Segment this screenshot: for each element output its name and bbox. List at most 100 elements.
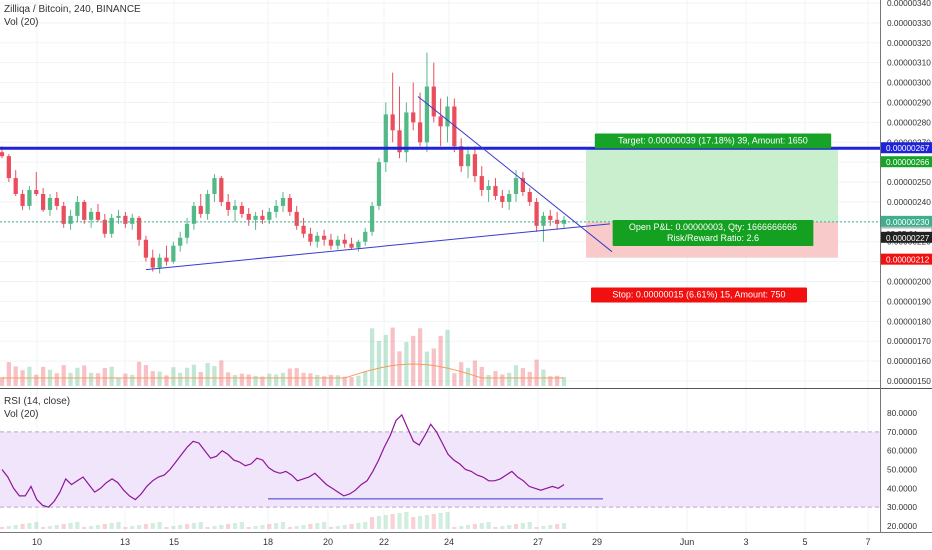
candle-body — [61, 205, 66, 224]
time-tick-label: 5 — [802, 537, 807, 547]
candle-body — [13, 178, 18, 194]
volume-bar — [27, 366, 32, 386]
price-tag-last — [881, 215, 932, 227]
price-tick-label: 0.00000200 — [887, 277, 931, 287]
volume-bar — [513, 365, 519, 386]
rsi-volume-bar — [123, 527, 128, 529]
candle-body — [239, 205, 245, 214]
candle-body — [321, 235, 327, 240]
price-tag-entry-text: 0.00000227 — [886, 234, 930, 243]
rsi-tick-label: 70.0000 — [887, 427, 917, 437]
candle-body — [143, 239, 149, 258]
candle-body — [534, 201, 539, 226]
volume-bar — [102, 368, 107, 386]
volume-bar — [239, 373, 245, 386]
time-tick-label: 10 — [32, 537, 42, 547]
rsi-volume-bar — [321, 522, 327, 529]
rsi-volume-bar — [280, 522, 286, 529]
price-tag-last-text: 0.00000230 — [886, 218, 930, 227]
time-tick-label: 13 — [120, 537, 130, 547]
candle-body — [445, 106, 450, 127]
candle-body — [205, 193, 210, 214]
rsi-volume-bar — [438, 513, 443, 529]
volume-bar — [219, 360, 224, 386]
rsi-volume-bar — [527, 522, 532, 529]
rsi-volume-bar — [61, 524, 66, 529]
volume-bar — [198, 372, 203, 386]
rsi-volume-bar — [13, 525, 18, 529]
volume-bar — [0, 377, 5, 386]
volume-bar — [40, 366, 46, 386]
candle-body — [116, 215, 121, 218]
stop-label: Stop: 0.00000015 (6.61%) 15, Amount: 750 — [591, 287, 807, 303]
price-tick-label: 0.00000250 — [887, 177, 931, 187]
rsi-volume-bar — [219, 525, 224, 529]
volume-bar — [349, 377, 354, 386]
rsi-volume-bar — [157, 522, 162, 529]
price-tick-label: 0.00000190 — [887, 296, 931, 306]
candle-body — [109, 217, 114, 234]
price-tick-label: 0.00000150 — [887, 376, 931, 386]
rsi-volume-bar — [363, 522, 368, 529]
volume-bar — [178, 372, 183, 386]
rsi-line — [1, 413, 565, 508]
rsi-volume-bar — [198, 522, 203, 529]
volume-bar — [109, 366, 114, 386]
rsi-volume-bar — [75, 522, 80, 529]
rsi-volume-bar — [513, 524, 519, 529]
candle-body — [34, 190, 39, 194]
rsi-volume-bar — [40, 527, 46, 529]
rsi-volume-bar — [191, 523, 197, 529]
volume-bar — [294, 368, 299, 386]
candle-body — [212, 178, 217, 194]
price-tag-stop — [881, 253, 932, 265]
volume-bar — [143, 365, 149, 386]
rsi-volume-bar — [130, 526, 135, 529]
volume-bar — [280, 372, 286, 386]
price-tick-label: 0.00000310 — [887, 58, 931, 68]
candle-body — [280, 197, 286, 206]
rsi-volume-bar — [465, 525, 471, 529]
volume-bar — [308, 373, 313, 386]
candle-body — [136, 217, 142, 240]
volume-bar — [212, 366, 217, 386]
volume-bar — [136, 361, 142, 386]
rsi-legend: RSI (14, close) Vol (20) — [4, 395, 70, 421]
time-tick-label: 29 — [592, 537, 602, 547]
price-tick-label: 0.00000330 — [887, 18, 931, 28]
candle-body — [130, 217, 135, 224]
rsi-title: RSI (14, close) — [4, 396, 71, 407]
candle-body — [274, 205, 279, 212]
candle-body — [232, 205, 238, 210]
volume-bar — [54, 373, 59, 386]
candle-body — [150, 257, 155, 268]
volume-bar — [486, 375, 491, 386]
rsi-volume-bar — [95, 525, 101, 529]
candle-body — [68, 215, 73, 224]
price-tick-label: 0.00000180 — [887, 316, 931, 326]
candle-body — [486, 186, 491, 191]
descending-trendline — [417, 96, 613, 253]
rsi-volume-bar — [82, 527, 87, 529]
candle-body — [267, 211, 272, 220]
volume-ma-line — [2, 363, 564, 379]
price-tag-entry — [881, 231, 932, 243]
volume-bar — [328, 374, 334, 386]
candle-body — [452, 106, 457, 147]
volume-bar — [116, 377, 121, 386]
candle-body — [20, 193, 25, 206]
candle-body — [0, 152, 5, 157]
volume-bar — [397, 351, 402, 386]
time-tick-label: 20 — [323, 537, 333, 547]
rsi-volume-bar — [548, 525, 553, 529]
volume-bar — [34, 374, 39, 386]
volume-bar — [6, 362, 11, 386]
price-tag-resistance — [881, 142, 932, 154]
volume-bar — [150, 371, 155, 386]
price-tick-label: 0.00000170 — [887, 336, 931, 346]
candle-body — [191, 205, 197, 224]
candle-body — [541, 215, 546, 226]
candle-body — [123, 215, 128, 224]
candle-body — [260, 215, 265, 220]
rsi-band — [0, 431, 880, 508]
